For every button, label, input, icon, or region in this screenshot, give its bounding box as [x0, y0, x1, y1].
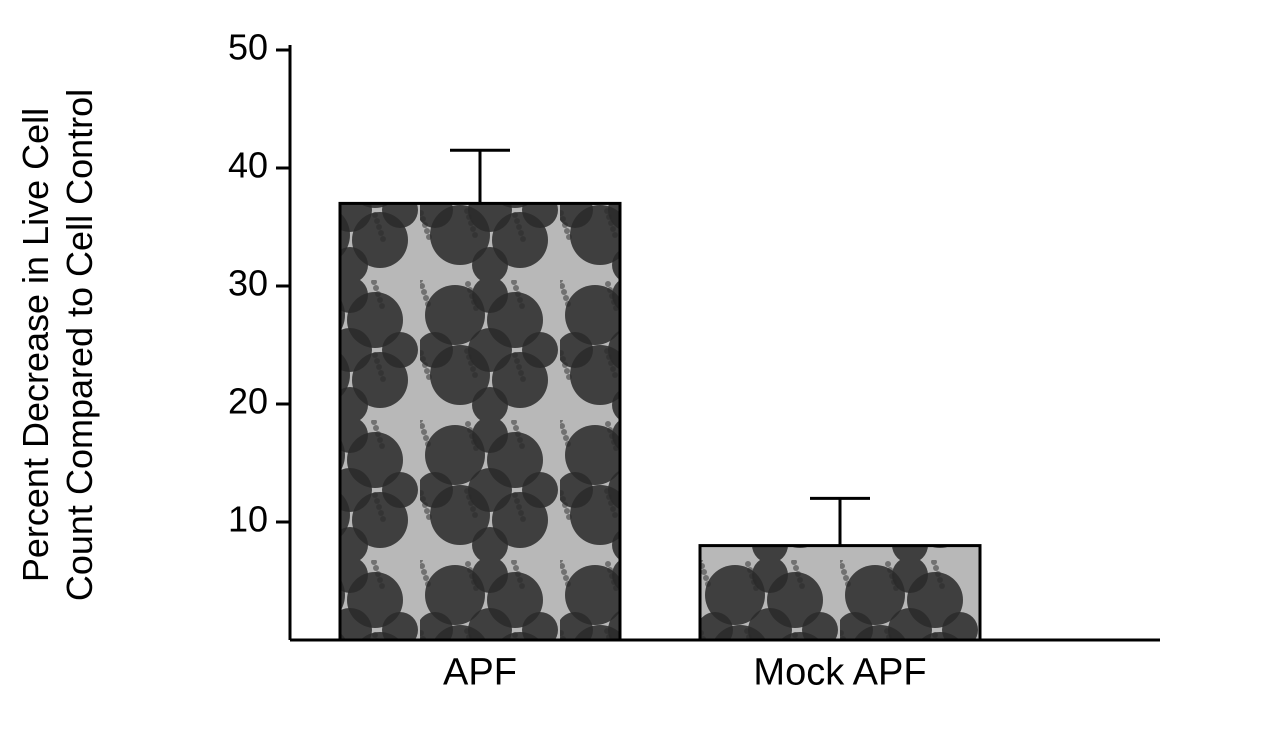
y-tick-label: 20: [228, 381, 268, 422]
y-axis-title-line: Percent Decrease in Live Cell: [15, 108, 56, 582]
y-tick-label: 30: [228, 263, 268, 304]
chart-container: Percent Decrease in Live CellCount Compa…: [0, 0, 1264, 742]
y-axis-title-line: Count Compared to Cell Control: [59, 89, 100, 601]
y-tick-label: 40: [228, 145, 268, 186]
y-tick-label: 10: [228, 499, 268, 540]
y-axis-title: Percent Decrease in Live CellCount Compa…: [15, 89, 100, 601]
x-tick-label: APF: [443, 651, 517, 693]
bar: [700, 546, 980, 640]
bar: [340, 203, 620, 640]
bar-chart: Percent Decrease in Live CellCount Compa…: [0, 0, 1264, 742]
x-tick-label: Mock APF: [753, 651, 926, 693]
y-tick-label: 50: [228, 27, 268, 68]
